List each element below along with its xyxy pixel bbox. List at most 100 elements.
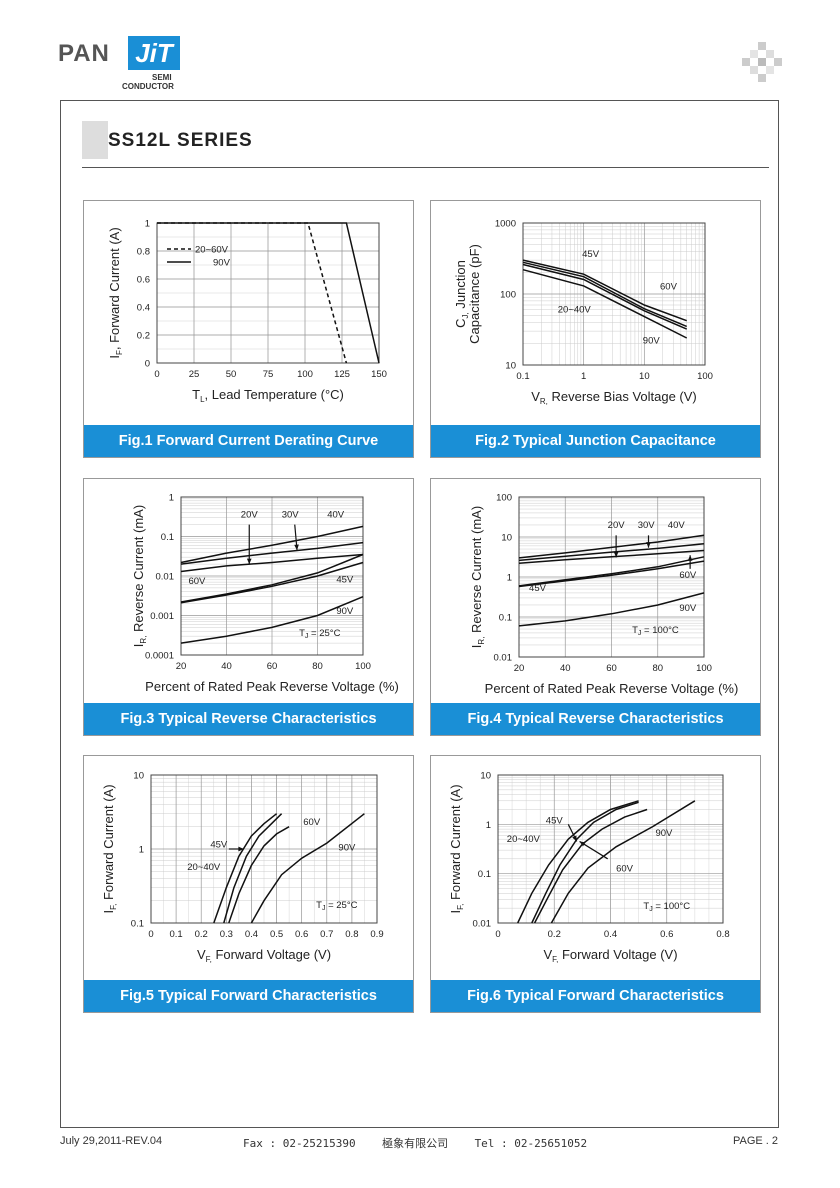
series-line-60V — [518, 556, 705, 587]
y-tick-label: 0.4 — [137, 303, 150, 314]
x-tick-label: 125 — [334, 369, 350, 380]
arrow-head — [238, 846, 244, 852]
arrow-head — [579, 841, 586, 847]
logo-semi-text: SEMI — [152, 73, 172, 82]
y-axis-label: IF, Forward Current (A) — [448, 784, 465, 913]
x-tick-label: 20 — [176, 661, 187, 672]
fig6-chart: 0 0.2 0.4 0.6 0.8 0.01 0.1 1 10 45V 20~40V 90V 60V TJ… — [448, 771, 730, 965]
plot-frame — [518, 496, 705, 658]
fig3-caption: Fig.3 Typical Reverse Characteristics — [84, 703, 413, 735]
annotation-label: 40V — [327, 510, 345, 521]
company-logo: PAN JiT SEMI CONDUCTOR — [58, 36, 188, 91]
y-tick-label: 100 — [496, 493, 512, 504]
annotation-label: 90V — [338, 843, 356, 854]
annotation-label: 30V — [638, 520, 656, 531]
annotation-label: 60V — [679, 570, 697, 581]
x-tick-label: 40 — [560, 663, 571, 674]
arrow-head — [613, 551, 619, 558]
annotation-label: 60V — [303, 817, 321, 828]
plot-frame — [180, 496, 364, 656]
series-line-20-40V — [522, 263, 687, 330]
annotation-label: 20V — [608, 520, 626, 531]
series-line-20V — [180, 553, 364, 573]
x-tick-label: 0.4 — [604, 929, 617, 940]
annotation-label: 90V — [679, 603, 697, 614]
y-axis-label: IF, Forward Current (A) — [107, 227, 124, 358]
fig2-grid — [522, 222, 706, 366]
annotation-label: 45V — [210, 839, 228, 850]
x-tick-label: 100 — [355, 661, 371, 672]
y-tick-label: 1 — [486, 820, 491, 831]
page-frame — [60, 100, 779, 1128]
fig1-caption: Fig.1 Forward Current Derating Curve — [84, 425, 413, 457]
series-line-90V — [550, 800, 696, 924]
fig5-grid — [150, 774, 378, 924]
series-line-20-40V — [213, 813, 278, 924]
x-tick-label: 1 — [581, 371, 586, 382]
series-line-60V — [522, 261, 687, 328]
fig5-panel: 0 0.1 0.2 0.3 0.4 0.5 0.6 0.7 0.8 0.9 0.1 1 10 60V 45V… — [83, 755, 414, 1013]
annotation-label: 90V — [336, 606, 354, 617]
fig2-panel: 0.1 1 10 100 10 100 1000 45V 60V 20~40V 90V VR, Rev… — [430, 200, 761, 458]
arrow-head — [646, 542, 651, 548]
series-line-40V — [518, 534, 705, 559]
x-axis-label: VR, Reverse Bias Voltage (V) — [531, 389, 697, 406]
annotation-label: 20~40V — [187, 862, 221, 873]
y-tick-label: 0.0001 — [145, 651, 174, 662]
x-tick-label: 60 — [267, 661, 278, 672]
fig1-panel: 0 25 50 75 100 125 150 0 0.2 0.4 0.6 0.8 1 20~60V 90V T… — [83, 200, 414, 458]
x-tick-label: 100 — [696, 663, 712, 674]
x-tick-label: 0.1 — [516, 371, 529, 382]
x-axis-label: VF, Forward Voltage (V) — [197, 947, 331, 964]
series-line-90V — [250, 813, 365, 924]
series-line-45V — [180, 561, 364, 604]
x-axis-label: Percent of Rated Peak Reverse Voltage (%… — [145, 679, 399, 694]
fig4-caption: Fig.4 Typical Reverse Characteristics — [431, 703, 760, 735]
fig2-caption: Fig.2 Typical Junction Capacitance — [431, 425, 760, 457]
series-line-60V — [180, 553, 364, 603]
x-tick-label: 80 — [652, 663, 663, 674]
y-axis-label: IR, Reverse Current (mA) — [469, 506, 486, 648]
footer-date-revision: July 29,2011-REV.04 — [60, 1135, 163, 1147]
x-tick-label: 0.2 — [548, 929, 561, 940]
y-tick-label: 1000 — [495, 219, 516, 230]
x-tick-label: 150 — [371, 369, 387, 380]
x-tick-label: 0 — [495, 929, 500, 940]
annotation-label: 40V — [668, 520, 686, 531]
x-tick-label: 0.2 — [195, 929, 208, 940]
x-tick-label: 0.3 — [220, 929, 233, 940]
annotation-label: 90V — [643, 336, 661, 347]
annotation-label: 20~40V — [558, 304, 592, 315]
title-divider — [82, 167, 769, 168]
y-tick-label: 0.01 — [473, 919, 492, 930]
series-line-20-40V — [517, 800, 639, 924]
y-tick-label: 1 — [145, 219, 150, 230]
y-tick-label: 0.001 — [150, 611, 174, 622]
annotation-label: 20~40V — [507, 834, 541, 845]
y-tick-label: 0.6 — [137, 275, 150, 286]
y-tick-label: 10 — [501, 533, 512, 544]
arrow-head — [294, 544, 299, 551]
x-axis-label: TL, Lead Temperature (°C) — [192, 387, 344, 404]
y-axis-label: IR, Reverse Current (mA) — [131, 505, 148, 647]
y-tick-label: 0.01 — [494, 653, 513, 664]
x-tick-label: 0.8 — [716, 929, 729, 940]
arrow-head — [687, 555, 693, 561]
series-line-45V — [531, 801, 639, 924]
legend-label: 20~60V — [195, 245, 229, 256]
annotation-label: TJ = 100°C — [632, 625, 679, 637]
x-tick-label: 0.8 — [345, 929, 358, 940]
x-tick-label: 0 — [154, 369, 159, 380]
series-line-90V — [180, 596, 364, 644]
y-axis-label: IF, Forward Current (A) — [101, 784, 118, 913]
y-tick-label: 0 — [145, 359, 150, 370]
fig6-caption: Fig.6 Typical Forward Characteristics — [431, 980, 760, 1012]
y-tick-label: 100 — [500, 290, 516, 301]
arrow-head — [246, 558, 252, 565]
x-tick-label: 0.4 — [245, 929, 258, 940]
title-accent-block — [82, 121, 108, 159]
series-line-30V — [518, 542, 705, 562]
series-line-45V — [522, 259, 687, 322]
y-tick-label: 10 — [480, 771, 491, 782]
x-tick-label: 75 — [263, 369, 274, 380]
